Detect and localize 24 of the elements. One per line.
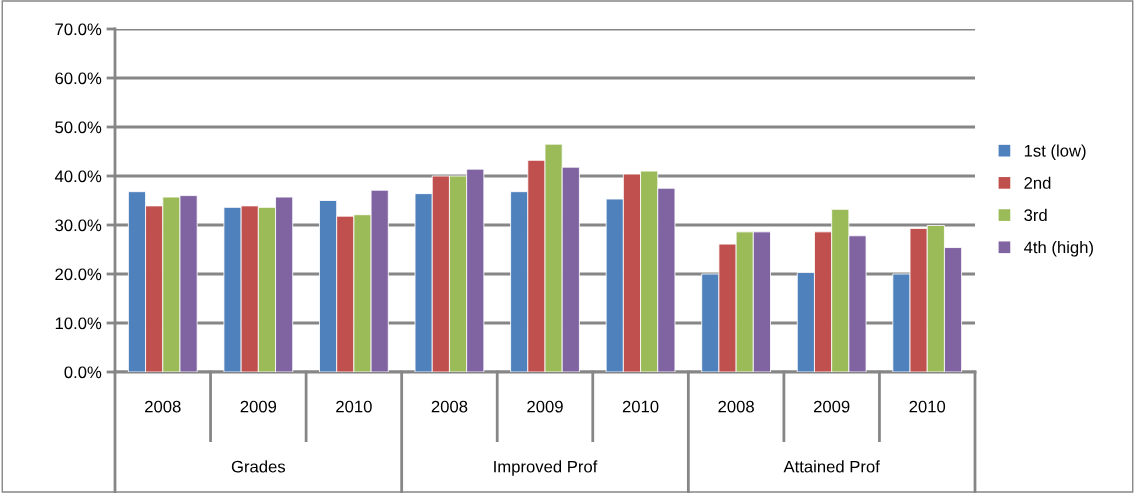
text: Improved Prof — [494, 460, 598, 476]
legend-label: 1st (low) — [1024, 144, 1086, 160]
y-tick-label: 70.0% — [55, 23, 102, 36]
x-tick-label: 2009 — [527, 400, 563, 413]
x-tick-label: 2010 — [336, 400, 372, 413]
x-tick-label: 2008 — [718, 400, 754, 413]
x-tick-label: 2008 — [431, 400, 468, 413]
text: Attained Prof — [783, 460, 880, 473]
x-tick-label: 2008 — [145, 400, 181, 413]
x-tick-label: 2010 — [909, 400, 946, 413]
x-tick-label: 2009 — [813, 400, 850, 413]
legend-label: 2nd — [1024, 176, 1051, 189]
text: Grades — [231, 460, 286, 473]
y-tick-label: 40.0% — [54, 170, 102, 183]
y-tick-label: 30.0% — [55, 219, 102, 232]
y-tick-label: 50.0% — [55, 121, 102, 134]
x-tick-label: 2010 — [622, 400, 659, 413]
y-tick-label: 10.0% — [55, 317, 102, 330]
x-tick-label: 2009 — [240, 400, 277, 413]
y-tick-label: 20.0% — [55, 268, 102, 281]
legend-label: 4th (high) — [1023, 241, 1093, 257]
y-tick-label: 0.0% — [64, 366, 102, 379]
y-tick-label: 60.0% — [55, 72, 102, 85]
legend-label: 3rd — [1024, 208, 1047, 222]
